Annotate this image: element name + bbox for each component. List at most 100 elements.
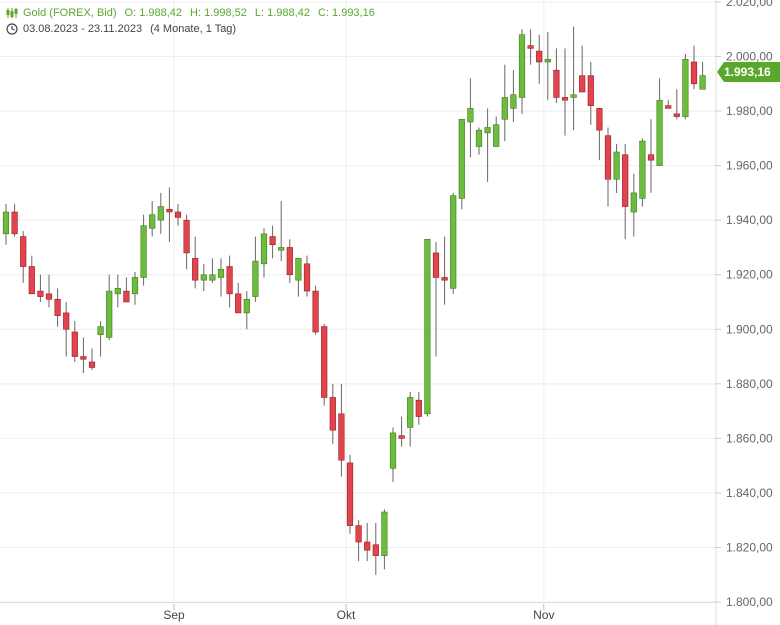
candle — [252, 236, 259, 302]
candle — [364, 522, 371, 562]
y-tick-label: 1.800,00 — [726, 595, 773, 609]
y-tick-label: 1.920,00 — [726, 268, 773, 282]
candle — [71, 321, 78, 362]
candle — [622, 143, 629, 240]
candle-body-up — [682, 58, 689, 117]
candle-body-down — [71, 331, 78, 357]
candle-body-up — [501, 97, 508, 120]
candle — [510, 70, 517, 122]
candle-body-down — [226, 266, 233, 295]
candle-body-down — [690, 61, 698, 85]
candle — [269, 225, 276, 259]
candle — [673, 89, 680, 120]
date-range: 03.08.2023 - 23.11.2023 — [23, 23, 143, 35]
candle-body-down — [527, 45, 534, 49]
candle-body-up — [475, 129, 483, 147]
candle — [484, 108, 491, 182]
high-value: H: 1.998,52 — [190, 7, 247, 19]
candle-body-down — [174, 211, 182, 218]
candle-body-up — [140, 225, 147, 278]
y-tick-label: 2.020,00 — [726, 0, 773, 9]
candle — [630, 173, 637, 237]
candle — [312, 285, 319, 335]
candle — [613, 143, 620, 193]
candle-body-down — [604, 135, 612, 180]
y-tick-label: 2.000,00 — [726, 50, 773, 64]
y-tick-label: 1.860,00 — [726, 431, 773, 445]
candle — [372, 522, 379, 575]
candle — [699, 62, 706, 90]
candle — [458, 118, 465, 210]
candle — [665, 100, 672, 109]
candle — [140, 214, 147, 286]
candle-body-down — [63, 312, 70, 330]
candle-body-down — [54, 298, 61, 316]
candle — [97, 321, 104, 357]
candle — [28, 255, 35, 295]
candle — [639, 138, 646, 207]
candle-body-up — [544, 58, 551, 63]
candle — [329, 383, 336, 444]
candle-body-up — [510, 94, 517, 109]
candle — [570, 26, 577, 131]
candle-body-down — [432, 252, 440, 278]
candle — [45, 274, 53, 308]
candle-body-up — [295, 258, 302, 281]
instrument-row: Gold (FOREX, Bid) O: 1.988,42 H: 1.998,5… — [6, 5, 375, 21]
candle — [493, 116, 500, 147]
candle — [303, 255, 311, 297]
candle-body-down — [269, 236, 276, 246]
candle-body-up — [243, 298, 250, 314]
candle — [80, 337, 87, 373]
candle-body-down — [88, 361, 96, 368]
candle-body-down — [587, 75, 594, 106]
candle — [690, 45, 698, 90]
candle-body-up — [484, 127, 491, 134]
candle-body-down — [321, 326, 328, 398]
grid-lines — [0, 0, 716, 603]
candle — [389, 427, 397, 482]
candle-body-up — [106, 290, 113, 338]
candle — [192, 236, 199, 289]
candle-body-up — [450, 195, 457, 289]
candle — [157, 192, 164, 234]
candle-body-down — [166, 208, 173, 213]
low-value: L: 1.988,42 — [254, 7, 310, 19]
candle — [355, 520, 362, 562]
candle-body-down — [20, 236, 27, 267]
candle — [338, 383, 345, 477]
candle — [536, 34, 543, 84]
y-tick-label: 1.980,00 — [726, 104, 773, 118]
candle — [432, 242, 440, 357]
candle-body-up — [493, 124, 500, 147]
candle-body-up — [699, 75, 706, 90]
candle — [346, 454, 354, 534]
candle — [295, 258, 302, 297]
candle — [321, 323, 328, 406]
candle-body-down — [329, 397, 336, 431]
candle-body-up — [97, 326, 104, 336]
candle — [235, 282, 242, 314]
candle-body-down — [303, 263, 311, 292]
candle — [88, 348, 96, 371]
candle — [200, 263, 207, 292]
candle-body-up — [570, 94, 577, 98]
y-tick-label: 1.840,00 — [726, 486, 773, 500]
candle — [415, 392, 422, 425]
candle — [647, 119, 655, 193]
candle-body-down — [372, 544, 379, 556]
candle-body-up — [200, 274, 207, 281]
candle — [149, 201, 156, 237]
candle — [587, 62, 594, 125]
candle-body-up — [2, 211, 10, 235]
candle — [217, 258, 225, 297]
y-tick-label: 1.900,00 — [726, 322, 773, 336]
current-price-badge — [717, 62, 780, 82]
candle — [596, 108, 603, 161]
candle — [243, 291, 250, 330]
y-tick-label: 1.820,00 — [726, 540, 773, 554]
candle-body-down — [553, 69, 560, 98]
candle-body-down — [561, 97, 569, 101]
candle — [604, 127, 612, 207]
